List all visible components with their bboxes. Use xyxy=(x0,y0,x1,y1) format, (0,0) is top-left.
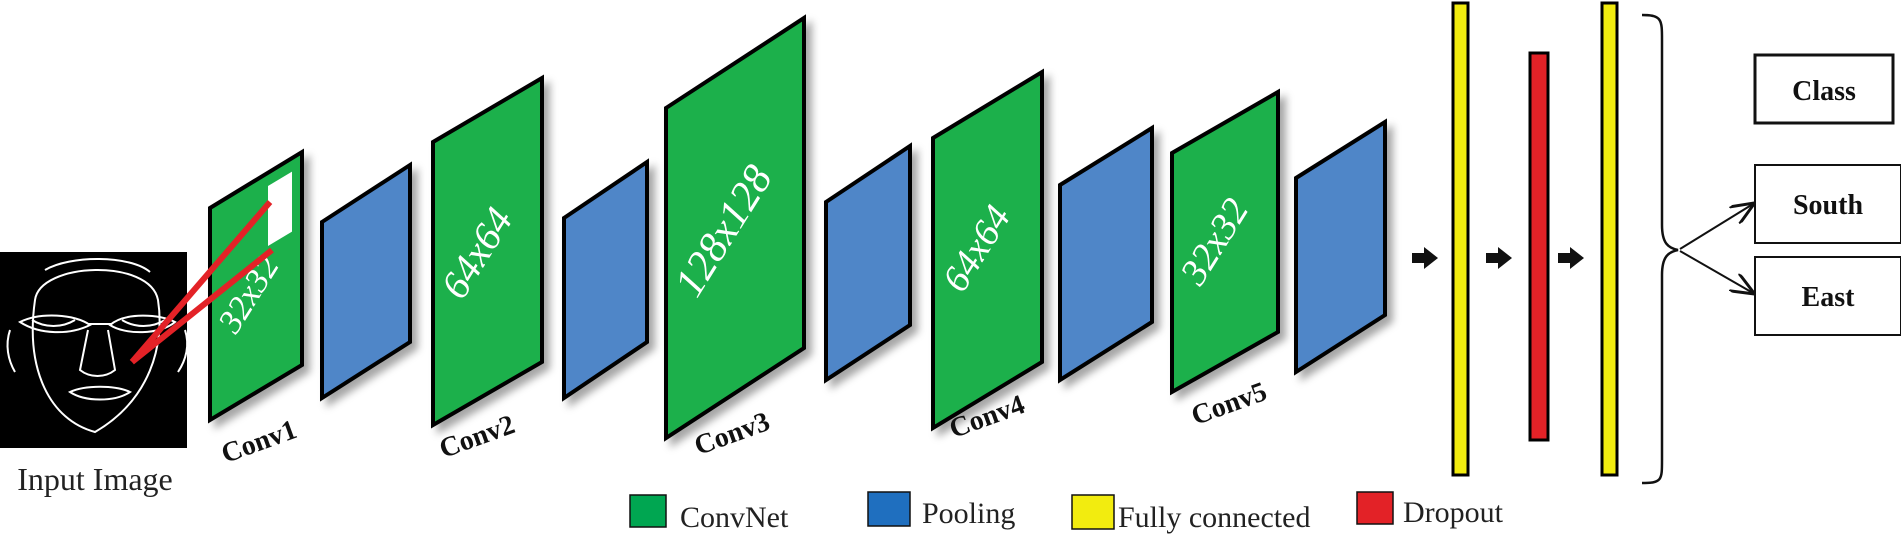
legend-label-dropout: Dropout xyxy=(1403,496,1504,529)
legend-item-fully-connected: Fully connected xyxy=(1071,494,1310,534)
fully-connected-layer-1 xyxy=(1451,1,1470,477)
legend-swatch-dropout xyxy=(1356,491,1394,525)
pooling4-block xyxy=(1058,124,1154,384)
conv2-block: 64x64 Conv2 xyxy=(431,74,544,465)
legend-label-convnet: ConvNet xyxy=(680,501,789,534)
conv4-block: 64x64 Conv4 xyxy=(931,68,1044,445)
conv1-block: 32x32 Conv1 xyxy=(208,148,304,470)
conv1-label: Conv1 xyxy=(217,414,301,470)
legend: ConvNet Pooling Fully connected Dropout xyxy=(629,491,1504,534)
fully-connected-layer-2 xyxy=(1600,1,1619,477)
receptive-field-patch xyxy=(268,171,292,246)
conv5-block: 32x32 Conv5 xyxy=(1170,88,1280,432)
south-arrow xyxy=(1679,204,1753,250)
class-header-text: Class xyxy=(1792,76,1856,107)
south-class-box: South xyxy=(1754,164,1901,244)
highlight-line xyxy=(129,200,273,364)
right-arrow-icon xyxy=(1486,247,1512,269)
legend-item-dropout: Dropout xyxy=(1356,491,1504,529)
legend-label-fully-connected: Fully connected xyxy=(1118,501,1310,534)
south-class-text: South xyxy=(1793,190,1863,221)
east-class-box: East xyxy=(1754,256,1901,336)
legend-item-pooling: Pooling xyxy=(867,491,1015,530)
highlight-line xyxy=(130,247,274,365)
pooling2-block xyxy=(562,158,649,402)
east-arrow xyxy=(1679,250,1753,293)
pooling1-block xyxy=(320,161,412,402)
input-image-caption: Input Image xyxy=(17,461,173,497)
legend-swatch-pooling xyxy=(867,491,911,527)
input-image: Input Image xyxy=(0,252,189,497)
legend-label-pooling: Pooling xyxy=(922,497,1015,530)
brace-icon xyxy=(1641,13,1679,485)
legend-item-convnet: ConvNet xyxy=(629,494,789,534)
legend-swatch-fully-connected xyxy=(1071,494,1115,530)
legend-swatch-convnet xyxy=(629,494,667,528)
right-arrow-icon xyxy=(1412,247,1438,269)
right-arrow-icon xyxy=(1558,247,1584,269)
conv3-block: 128x128 Conv3 xyxy=(664,14,806,462)
dropout-layer xyxy=(1528,51,1550,442)
pooling5-block xyxy=(1294,118,1387,376)
pooling3-block xyxy=(824,142,912,384)
east-class-text: East xyxy=(1802,282,1856,313)
class-header-box: Class xyxy=(1753,53,1895,125)
conv5-label: Conv5 xyxy=(1187,376,1271,432)
